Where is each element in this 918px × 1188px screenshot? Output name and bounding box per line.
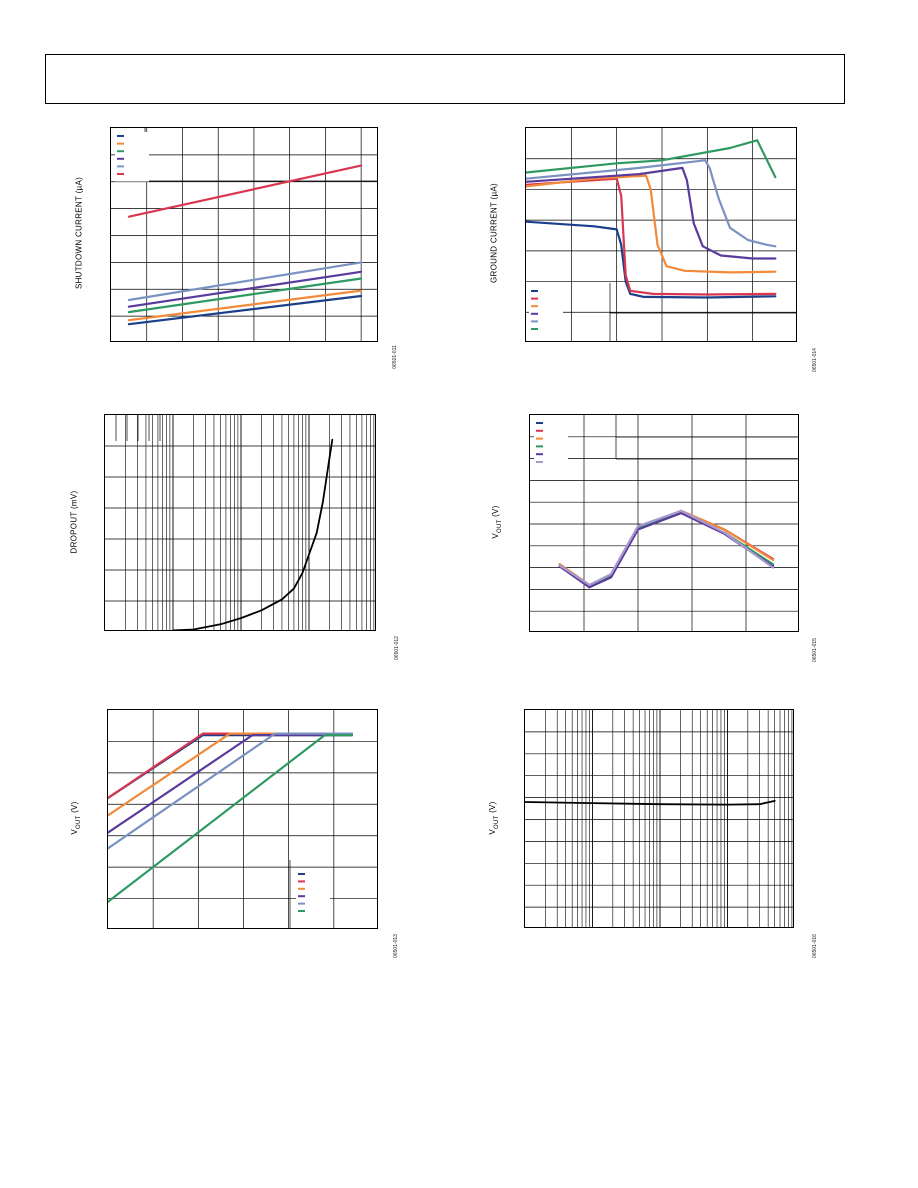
c4-series-line-0 bbox=[558, 510, 775, 589]
c5-series-line-0 bbox=[108, 734, 353, 800]
chart3-svg bbox=[105, 415, 375, 630]
c1-series-line-0 bbox=[127, 294, 363, 326]
c2-series-line-5 bbox=[526, 139, 777, 179]
chart1-figure-id: 06501-011 bbox=[392, 345, 398, 369]
chart2-svg bbox=[526, 128, 796, 341]
c1-series-line-4 bbox=[127, 261, 363, 302]
c2-series-line-0 bbox=[526, 220, 777, 299]
chart4-vout-temperature-plot bbox=[529, 414, 799, 632]
chart1-y-axis-label: SHUTDOWN CURRENT (µA) bbox=[74, 176, 84, 290]
c1-series-line-3 bbox=[127, 270, 363, 308]
chart3-figure-id: 06501-012 bbox=[394, 636, 400, 660]
chart4-svg bbox=[530, 415, 798, 631]
c4-series-line-5 bbox=[558, 509, 775, 587]
c1-series-line-5 bbox=[127, 164, 363, 218]
c4-series-line-3 bbox=[558, 510, 775, 588]
chart4-y-axis-label: VOUT (V) bbox=[491, 505, 503, 539]
c1-series-line-2 bbox=[127, 277, 363, 314]
c4-series-line-2 bbox=[558, 509, 775, 587]
chart6-figure-id: 06501-016 bbox=[812, 934, 818, 958]
c3-series-line-0 bbox=[172, 438, 334, 630]
c2-series-line-1 bbox=[526, 177, 777, 296]
chart2-figure-id: 06501-014 bbox=[812, 348, 818, 372]
c2-series-line-4 bbox=[526, 159, 777, 248]
c5-series-line-3 bbox=[108, 734, 353, 834]
c5-series-line-5 bbox=[108, 734, 353, 903]
chart5-y-axis-label: VOUT (V) bbox=[70, 801, 82, 835]
chart3-y-axis-label: DROPOUT (mV) bbox=[69, 490, 79, 554]
chart4-figure-id: 06501-015 bbox=[812, 638, 818, 662]
c4-series-line-1 bbox=[558, 509, 775, 587]
chart6-svg bbox=[525, 710, 793, 927]
c6-series-line-0 bbox=[525, 800, 776, 806]
chart2-y-axis-label: GROUND CURRENT (µA) bbox=[489, 183, 499, 283]
c5-series-line-4 bbox=[108, 732, 353, 850]
chart5-vout-vin-plot bbox=[107, 709, 378, 929]
chart1-svg bbox=[111, 128, 377, 341]
page-header-box bbox=[45, 54, 845, 104]
chart2-ground-current-plot bbox=[525, 127, 797, 342]
chart5-figure-id: 06501-013 bbox=[393, 934, 399, 958]
chart6-y-axis-label: VOUT (V) bbox=[488, 801, 500, 835]
c1-series-line-1 bbox=[127, 289, 363, 322]
chart6-vout-load-plot bbox=[524, 709, 794, 928]
c2-series-line-2 bbox=[526, 174, 777, 274]
c2-series-line-3 bbox=[526, 166, 777, 260]
chart1-shutdown-current-plot bbox=[110, 127, 378, 342]
chart5-svg bbox=[108, 710, 377, 928]
chart3-dropout-plot bbox=[104, 414, 376, 631]
